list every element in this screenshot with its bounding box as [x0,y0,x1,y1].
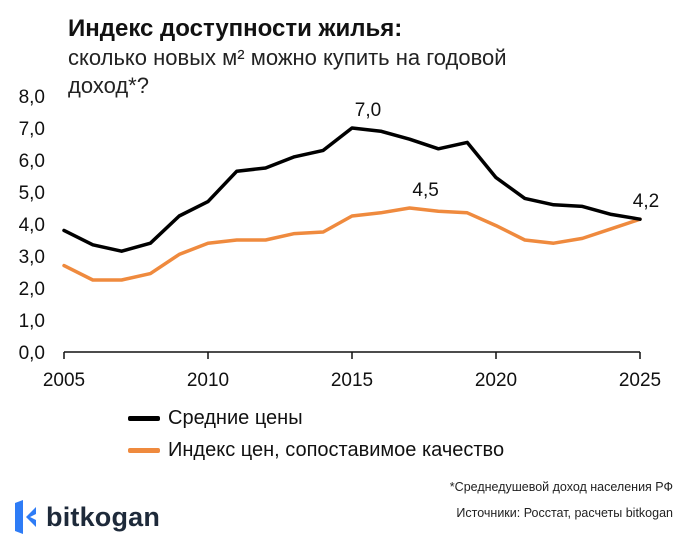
x-tick-label: 2025 [619,370,661,391]
y-tick-label: 4,0 [19,215,45,236]
data-label: 4,2 [633,191,659,212]
legend-swatch-orange [128,447,160,453]
y-tick-label: 3,0 [19,247,45,268]
bitkogan-logo-icon [15,500,36,534]
x-tick-label: 2005 [43,370,85,391]
y-tick-label: 7,0 [19,119,45,140]
legend-item-price-index: Индекс цен, сопоставимое качество [128,434,504,466]
legend-label: Индекс цен, сопоставимое качество [168,438,505,461]
y-tick-label: 1,0 [19,311,45,332]
series-line-price-index [62,206,642,282]
x-tick-label: 2010 [187,370,229,391]
legend-label: Средние цены [168,406,303,429]
data-label: 4,5 [412,180,438,201]
y-tick-label: 2,0 [19,279,45,300]
y-tick-label: 6,0 [19,151,45,172]
chart-header: Индекс доступности жилья: сколько новых … [68,14,528,100]
chart-title: Индекс доступности жилья: [68,15,403,42]
chart-subtitle: сколько новых м² можно купить на годовой… [68,45,507,98]
data-label: 7,0 [355,100,381,121]
x-tick-label: 2015 [331,370,373,391]
legend-swatch-black [128,415,160,421]
legend-item-average-prices: Средние цены [128,402,504,434]
y-tick-label: 0,0 [19,343,45,364]
brand-name: bitkogan [46,501,161,532]
sources-note: Источники: Росстат, расчеты bitkogan [456,506,673,520]
x-tick-label: 2020 [475,370,517,391]
footnote: *Среднедушевой доход населения РФ [449,480,673,494]
brand: bitkogan [12,500,160,534]
y-tick-label: 8,0 [19,87,45,108]
legend: Средние цены Индекс цен, сопоставимое ка… [128,402,504,466]
y-tick-label: 5,0 [19,183,45,204]
series-line-average-prices [62,126,642,253]
